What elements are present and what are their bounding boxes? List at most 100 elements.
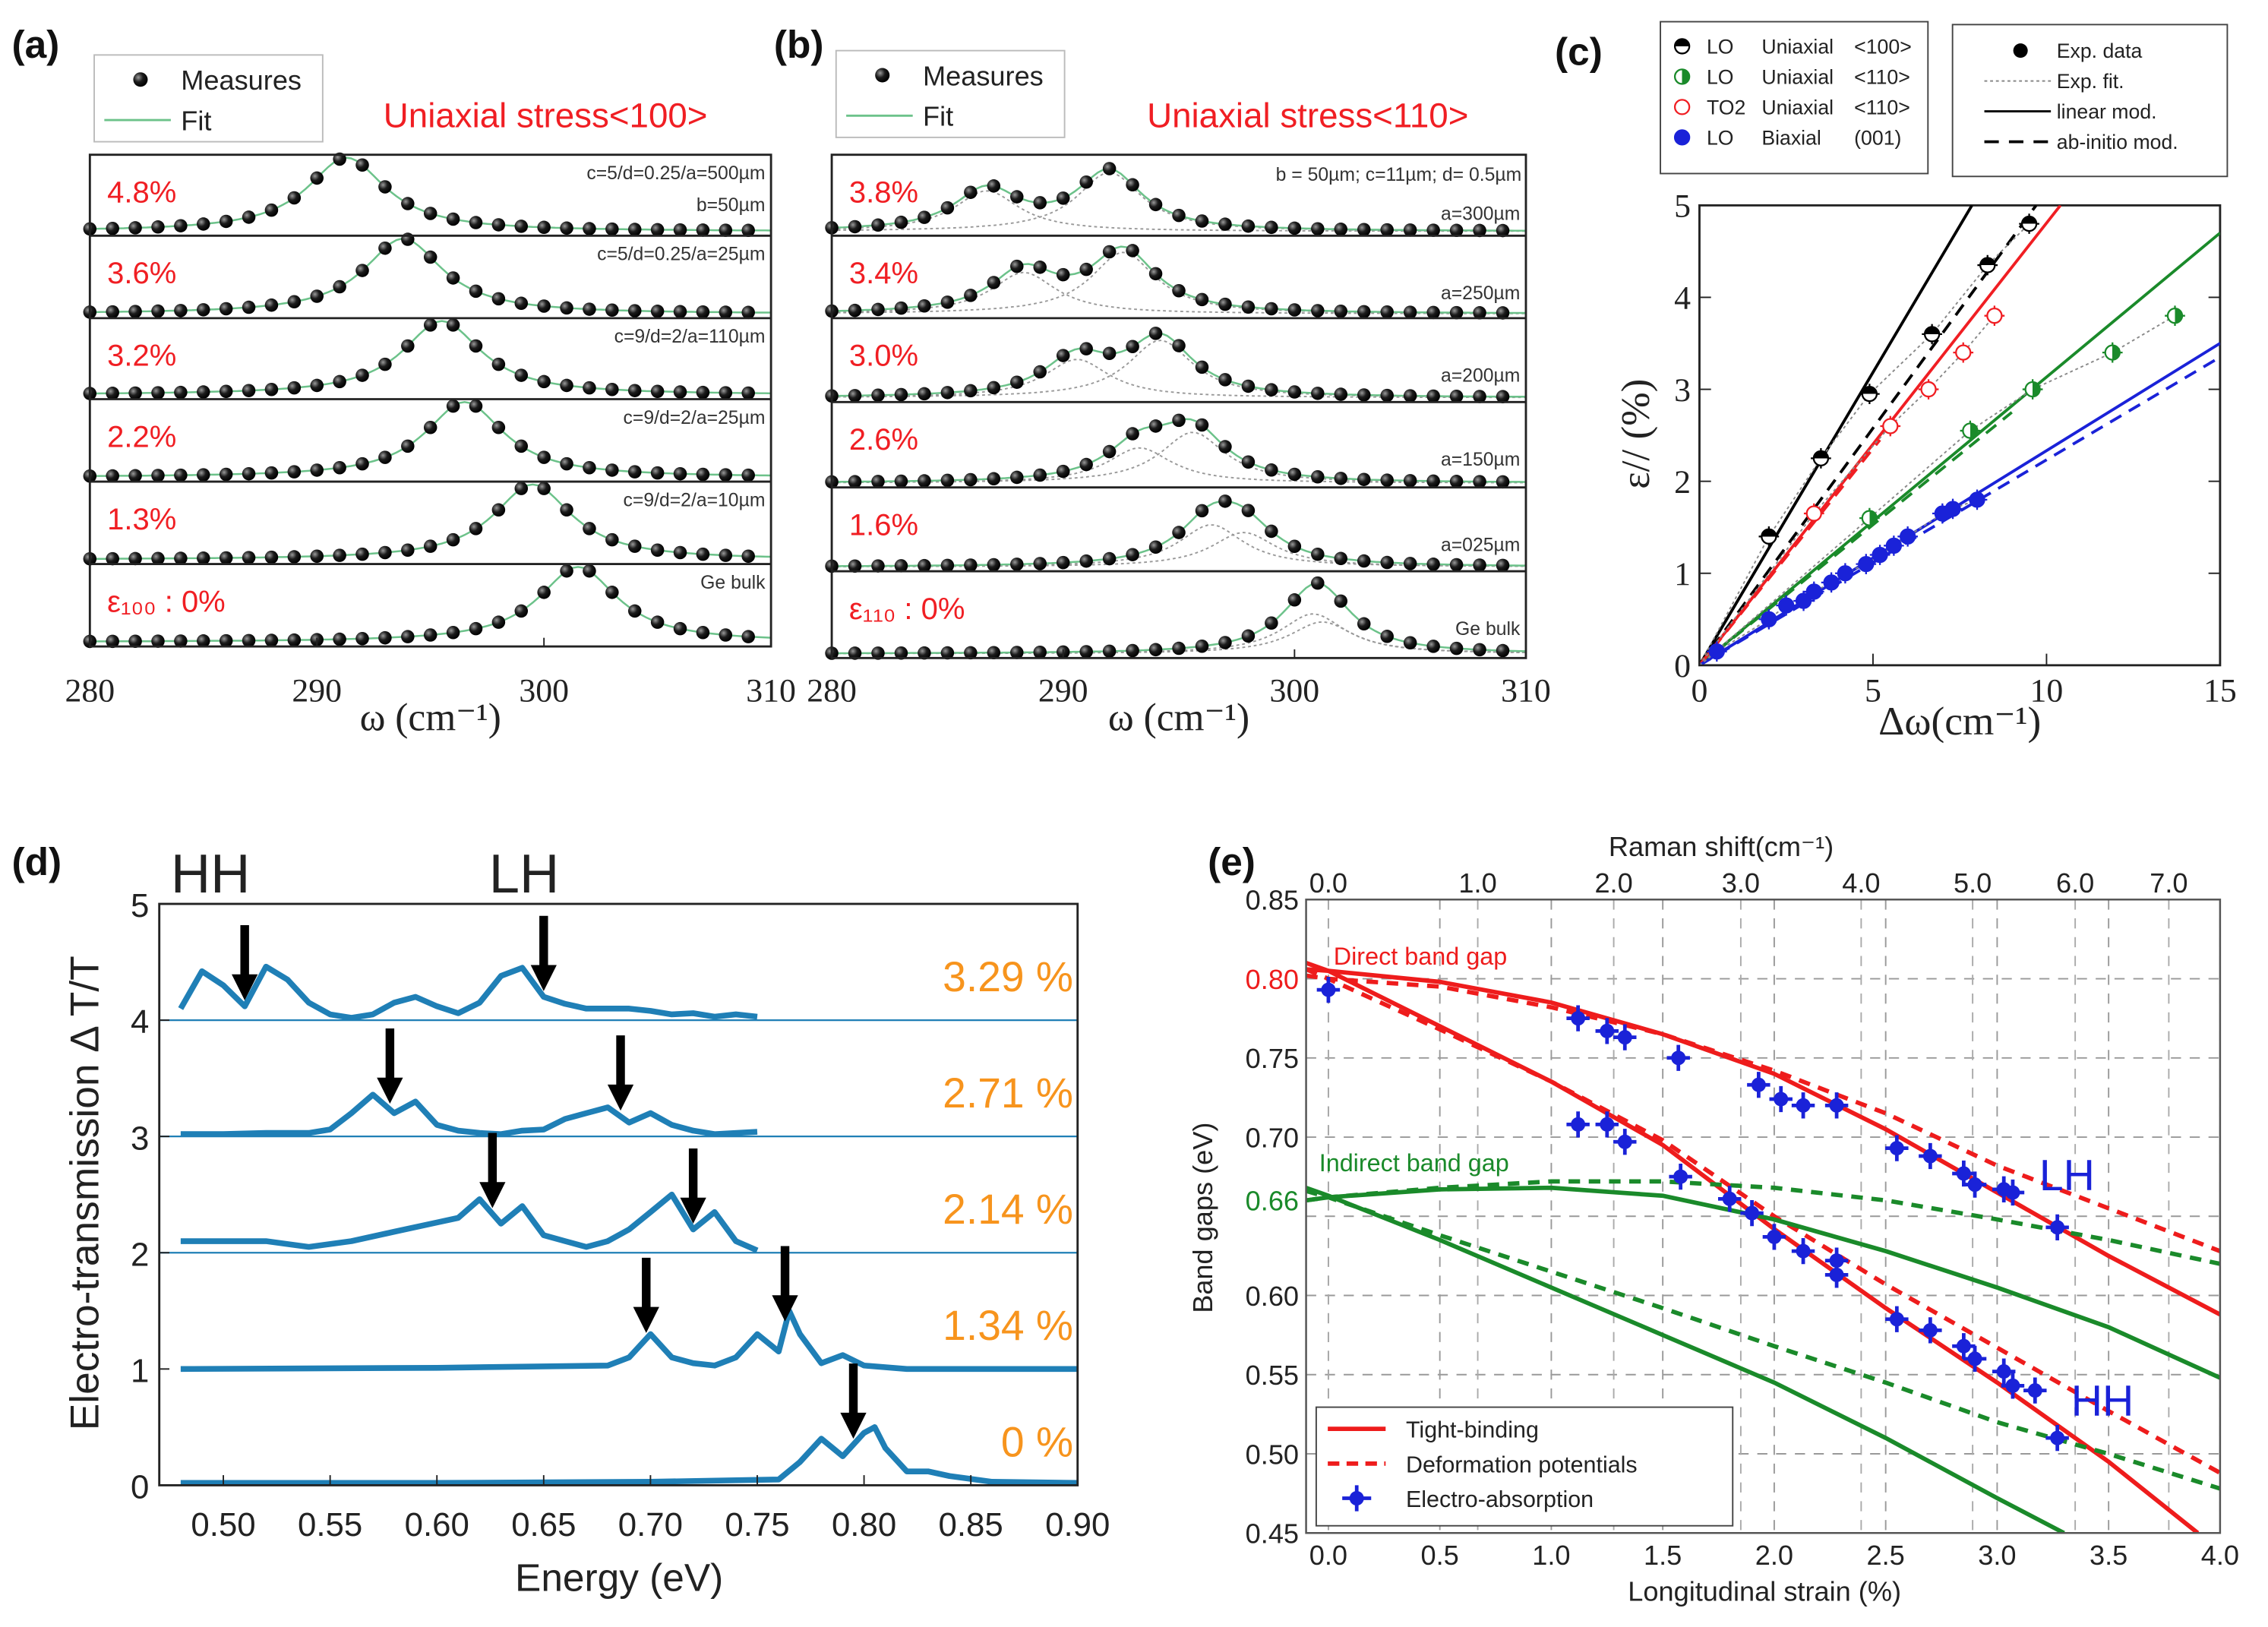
fit-component-curve bbox=[832, 359, 1526, 399]
sample-note: c=9/d=2/a=10µm bbox=[624, 490, 766, 510]
measure-point bbox=[128, 305, 142, 318]
data-point bbox=[1979, 257, 1996, 273]
y-tick-label: 4 bbox=[1674, 280, 1691, 317]
measure-point bbox=[355, 632, 369, 646]
electro-absorption-point bbox=[1922, 1148, 1938, 1164]
strain-label: 3.8% bbox=[849, 176, 918, 210]
strain-label: 2.71 % bbox=[943, 1069, 1073, 1117]
electro-absorption-point bbox=[1967, 1351, 1982, 1366]
measure-point bbox=[469, 216, 483, 229]
measure-point bbox=[1010, 190, 1024, 204]
strain-label: 1.6% bbox=[849, 508, 918, 542]
electro-absorption-point bbox=[1889, 1141, 1904, 1156]
legend-direction: <110> bbox=[1854, 65, 1910, 88]
electro-absorption-point bbox=[1829, 1253, 1844, 1268]
measure-point bbox=[650, 384, 665, 399]
measure-point bbox=[128, 551, 142, 566]
measure-point bbox=[964, 646, 978, 660]
strain-label: 1.34 % bbox=[943, 1302, 1073, 1349]
x-axis-label: ω (cm⁻¹) bbox=[360, 697, 501, 740]
measure-point bbox=[987, 472, 1001, 486]
measure-point bbox=[264, 203, 279, 217]
measure-point bbox=[106, 551, 119, 566]
top-tick-label: 1.0 bbox=[1458, 867, 1496, 899]
measure-point bbox=[242, 300, 256, 314]
measure-point bbox=[151, 386, 165, 400]
measure-point bbox=[1010, 558, 1024, 571]
measure-point bbox=[1449, 475, 1464, 488]
measure-point bbox=[287, 633, 302, 647]
y-tick-label: 5 bbox=[131, 887, 149, 924]
measure-point bbox=[219, 384, 233, 399]
measure-point bbox=[987, 276, 1001, 289]
measure-point bbox=[287, 465, 302, 479]
measure-point bbox=[423, 421, 437, 434]
measure-point bbox=[446, 626, 460, 640]
measure-point bbox=[1357, 554, 1371, 568]
measure-point bbox=[423, 207, 437, 220]
measure-point bbox=[197, 217, 210, 231]
electro-absorption-point bbox=[1956, 1166, 1971, 1181]
measure-point bbox=[1334, 305, 1348, 318]
measure-point bbox=[1056, 349, 1070, 362]
legend-marker bbox=[1673, 99, 1691, 115]
measure-point bbox=[401, 543, 415, 558]
measure-point bbox=[1496, 558, 1510, 573]
measure-point bbox=[940, 386, 955, 400]
measure-point bbox=[469, 399, 483, 413]
measure-point bbox=[355, 457, 369, 471]
arrow-head bbox=[633, 1306, 659, 1333]
measure-point bbox=[264, 466, 279, 480]
measure-point bbox=[310, 289, 324, 303]
legend-stress: Uniaxial bbox=[1761, 35, 1834, 58]
measure-point bbox=[627, 384, 642, 397]
legend-label: Electro-absorption bbox=[1406, 1486, 1594, 1512]
y-tick-label: 0.66 bbox=[1246, 1186, 1299, 1217]
strain-label: ε₁₀₀ : 0% bbox=[107, 585, 226, 618]
measure-point bbox=[514, 604, 529, 618]
measure-point bbox=[1287, 385, 1302, 399]
measure-point bbox=[446, 271, 460, 285]
measure-point bbox=[1079, 262, 1093, 276]
measure-point bbox=[1403, 305, 1417, 319]
measure-point bbox=[1056, 555, 1070, 570]
top-tick-label: 7.0 bbox=[2150, 867, 2187, 899]
strain-label: 1.3% bbox=[107, 503, 176, 536]
measure-point bbox=[1357, 388, 1371, 402]
measure-point bbox=[894, 646, 908, 660]
subplot: ε₁₁₀ : 0% Ge bulk bbox=[825, 570, 1527, 660]
measure-point bbox=[287, 295, 302, 309]
panel-label: (e) bbox=[1208, 839, 1256, 883]
electro-absorption-point bbox=[1829, 1098, 1844, 1113]
measure-point bbox=[741, 468, 755, 482]
measure-point bbox=[848, 646, 862, 660]
measure-point bbox=[1126, 178, 1139, 192]
data-point bbox=[1969, 491, 1985, 508]
legend-marker bbox=[1673, 129, 1691, 146]
legend-direction: (001) bbox=[1854, 126, 1901, 149]
arrow-head bbox=[377, 1077, 403, 1104]
sample-note: c=9/d=2/a=25µm bbox=[624, 408, 766, 428]
x-tick-label: 1.5 bbox=[1644, 1540, 1682, 1571]
arrow-head bbox=[232, 974, 258, 1001]
measure-point bbox=[650, 615, 665, 629]
legend-mode: TO2 bbox=[1707, 96, 1745, 118]
measure-point bbox=[106, 305, 119, 319]
measure-point bbox=[537, 299, 551, 313]
measure-point bbox=[1473, 643, 1486, 657]
measure-point bbox=[1218, 440, 1232, 453]
measure-point bbox=[1172, 208, 1186, 223]
measure-point bbox=[128, 221, 142, 235]
electro-absorption-point bbox=[1796, 1098, 1811, 1113]
measure-point bbox=[242, 384, 256, 397]
measure-point bbox=[469, 621, 483, 636]
sample-note: a=025µm bbox=[1441, 535, 1520, 555]
measure-point bbox=[1496, 475, 1510, 489]
measure-point bbox=[964, 472, 978, 487]
legend-marker bbox=[1673, 68, 1691, 85]
electro-absorption-point bbox=[1967, 1177, 1982, 1193]
measure-point bbox=[987, 381, 1001, 395]
fit-component-curve bbox=[832, 447, 1527, 484]
panel-label: (c) bbox=[1555, 30, 1603, 74]
measure-point bbox=[940, 295, 955, 309]
